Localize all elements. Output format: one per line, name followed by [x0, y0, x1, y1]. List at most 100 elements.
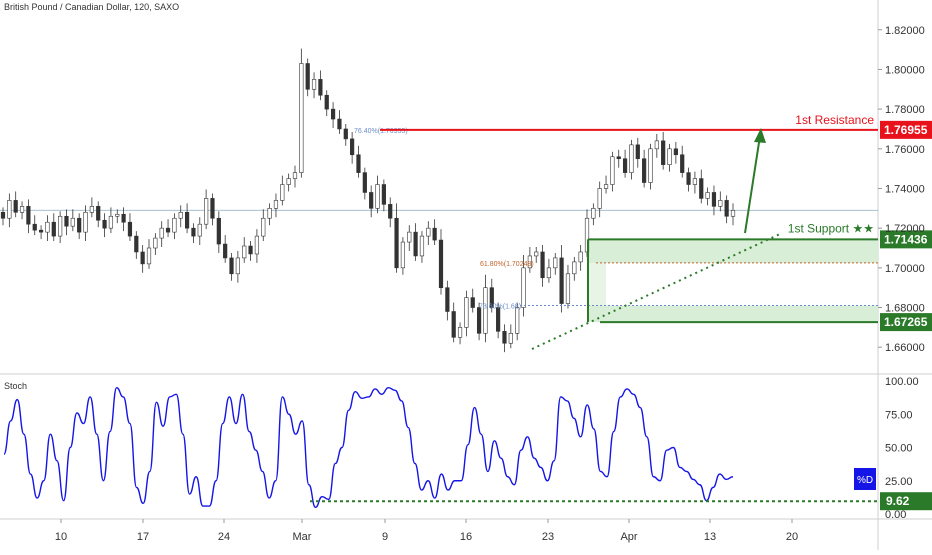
candle-body: [718, 200, 723, 207]
x-tick-label: 16: [460, 531, 472, 543]
candle-body: [261, 217, 266, 237]
candle-body: [77, 217, 82, 233]
candle-body: [534, 251, 539, 257]
candle-body: [362, 172, 367, 193]
candle-body: [730, 210, 736, 217]
stoch-tick-label: 25.00: [885, 476, 913, 488]
candle-body: [515, 307, 520, 334]
candles: [0, 48, 736, 353]
candle-body: [572, 261, 577, 275]
candle-body: [432, 227, 437, 241]
resistance-label: 1st Resistance: [795, 113, 874, 127]
candle-body: [292, 172, 298, 179]
stoch-legend-tag: [854, 468, 876, 490]
candle-body: [235, 257, 240, 275]
candle-body: [661, 140, 666, 165]
candle-body: [502, 331, 507, 344]
price-tick-label: 1.74000: [885, 183, 925, 195]
chart-title: British Pound / Canadian Dollar, 120, SA…: [4, 2, 180, 12]
price-tick-label: 1.76000: [885, 144, 925, 156]
fib-78-label: 78.60%(1.68): [479, 304, 521, 311]
fib-61-label: 61.80%(1.70248): [480, 261, 534, 268]
candle-body: [343, 128, 348, 140]
candle-body: [622, 158, 628, 173]
resistance-price-value: 1.76955: [884, 123, 928, 137]
candle-body: [184, 211, 190, 229]
candle-body: [699, 178, 704, 199]
support-zones: [588, 239, 878, 323]
x-tick-label: Apr: [620, 531, 637, 543]
support-label: 1st Support ★★: [788, 221, 874, 235]
candle-body: [38, 229, 44, 233]
candle-body: [400, 241, 406, 269]
candle-body: [134, 235, 139, 253]
candle-body: [680, 154, 685, 173]
candle-body: [565, 273, 571, 304]
stoch-d-line: [3, 386, 734, 509]
candle-body: [330, 108, 336, 120]
candle-body: [64, 215, 69, 227]
candle-body: [191, 227, 196, 237]
candle-body: [254, 235, 260, 255]
candle-body: [648, 148, 653, 183]
candle-body: [121, 213, 126, 223]
candle-body: [673, 148, 678, 156]
candle-body: [381, 184, 386, 205]
candle-body: [508, 333, 513, 344]
price-tick-label: 1.80000: [885, 64, 925, 76]
candle-body: [146, 247, 152, 265]
lower-support-price-value: 1.67265: [884, 315, 928, 329]
candle-body: [616, 156, 621, 160]
candle-body: [102, 219, 107, 229]
stochastic-pane: 9.62 %D: [3, 386, 932, 511]
candle-body: [26, 206, 31, 225]
support-price-tag: [880, 230, 932, 249]
candle-body: [0, 211, 6, 219]
candle-body: [356, 154, 361, 173]
candle-body: [476, 307, 482, 334]
candle-body: [540, 251, 545, 279]
stoch-level-value: 9.62: [886, 494, 910, 508]
price-tick-label: 1.68000: [885, 303, 925, 315]
candle-body: [58, 215, 63, 237]
candle-body: [597, 188, 602, 209]
candle-body: [426, 227, 431, 237]
candle-body: [267, 208, 272, 219]
price-tick-label: 1.82000: [885, 25, 925, 37]
candle-body: [305, 63, 310, 90]
stoch-tick-label: 75.00: [885, 409, 913, 421]
candle-body: [153, 237, 158, 249]
candle-body: [407, 231, 412, 243]
candle-body: [165, 227, 171, 233]
candle-body: [45, 221, 50, 233]
price-tick-label: 1.78000: [885, 104, 925, 116]
candle-body: [280, 184, 285, 201]
candle-body: [216, 217, 221, 245]
candle-body: [127, 221, 133, 237]
candle-body: [483, 287, 488, 334]
candle-body: [369, 192, 374, 209]
candle-body: [464, 297, 469, 328]
x-tick-label: 20: [786, 531, 798, 543]
projection-arrow-head: [754, 128, 766, 143]
candle-body: [496, 307, 501, 332]
candle-body: [724, 200, 729, 217]
candle-body: [172, 217, 177, 233]
support-zone-left: [588, 239, 606, 323]
candle-body: [559, 257, 564, 304]
candle-body: [210, 198, 215, 219]
candle-body: [445, 287, 450, 312]
candle-body: [7, 200, 12, 219]
x-tick-label: Mar: [293, 531, 312, 543]
projection-arrow: [744, 135, 761, 234]
candle-body: [375, 184, 380, 209]
candle-body: [635, 144, 640, 160]
candle-body: [419, 235, 425, 257]
support-zone-upper: [588, 239, 878, 263]
candle-body: [51, 221, 56, 237]
x-tick-label: 9: [382, 531, 388, 543]
candle-body: [413, 231, 418, 257]
candle-body: [553, 257, 558, 269]
